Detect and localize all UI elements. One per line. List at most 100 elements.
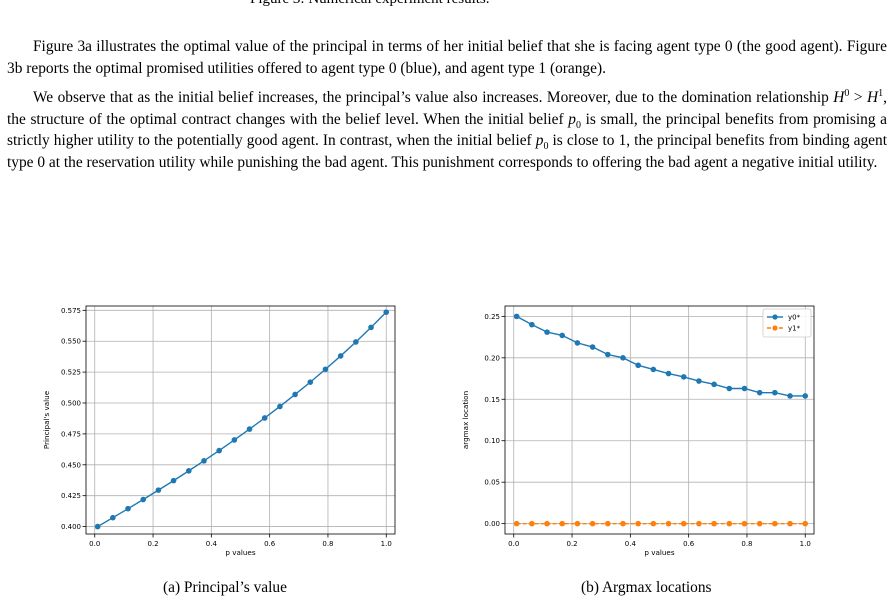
data-point [140,496,147,503]
data-point [665,520,672,527]
data-point [201,458,207,464]
axes-frame [504,305,815,535]
data-point [665,370,672,377]
data-point [246,426,253,432]
data-point [772,520,778,527]
series-line-y0* [516,315,806,397]
axes-frame [85,305,396,535]
x-tick-label: 1.0 [800,540,811,548]
y-tick-label: 0.20 [484,354,500,362]
y-tick-label: 0.00 [484,520,500,528]
data-point [261,415,268,421]
paragraph-2-text-d: is close to 1, the principal benefits fr… [7,132,887,171]
data-point [604,520,611,527]
paragraph-2-text-c: is small, the principal benefits from pr… [7,110,887,150]
data-point [337,353,344,359]
data-point [559,520,566,527]
data-point [529,321,535,328]
data-point [726,520,733,527]
data-point [277,403,283,410]
caption-b: (b) Argmax locations [581,579,712,596]
x-tick-label: 0.0 [508,540,519,548]
paragraph-1-text: Figure 3a illustrates the optimal value … [7,38,887,77]
data-point [650,366,657,373]
math-p: p [535,132,544,150]
clipped-figure-caption: Figure 3: Numerical experiment results. [0,0,892,10]
x-axis-label: p values [644,548,674,557]
data-point [635,362,641,369]
x-tick-label: 0.8 [741,540,752,548]
data-point [589,520,596,527]
data-point [726,385,733,392]
data-point [559,332,566,339]
body-text: Figure 3a illustrates the optimal value … [7,36,887,174]
data-point [544,329,550,335]
x-tick-label: 0.6 [683,540,695,548]
data-point [635,520,641,527]
caption-a: (a) Principal’s value [163,579,287,596]
paragraph-2: We observe that as the initial belief in… [7,87,887,173]
legend-label: y1* [788,325,801,333]
data-point [574,520,581,527]
data-point [787,520,793,527]
data-point [772,389,778,396]
math-sub-0: 0 [543,141,549,153]
data-point [125,505,131,512]
y-tick-label: 0.500 [61,400,81,408]
legend-label: y0* [788,314,801,322]
data-point [802,520,809,527]
legend-box [762,308,812,338]
data-point [170,477,177,484]
data-point [322,366,329,373]
math-gt: > [849,89,867,107]
x-tick-label: 0.2 [147,540,158,548]
y-tick-label: 0.05 [484,479,500,487]
x-tick-label: 0.0 [89,540,100,548]
math-sup-1: 1 [878,88,884,100]
y-tick-label: 0.550 [61,338,81,346]
data-point [680,374,687,380]
y-tick-label: 0.475 [61,430,81,438]
y-tick-label: 0.15 [484,396,500,404]
data-point [513,520,520,527]
x-axis-label: p values [225,548,255,557]
data-point [650,520,657,527]
data-point [353,339,359,345]
y-axis-label: Principal's value [42,390,51,449]
data-point [620,520,626,527]
data-point [513,313,520,320]
data-point [741,520,748,527]
data-point [802,393,809,399]
x-tick-label: 0.8 [322,540,333,548]
x-tick-label: 0.6 [264,540,276,548]
y-tick-label: 0.525 [61,369,81,377]
y-axis-label: argmax location [461,391,470,449]
math-H: H [867,89,879,107]
x-tick-label: 0.4 [206,540,218,548]
paragraph-1: Figure 3a illustrates the optimal value … [7,36,887,79]
paragraph-2-text-a: We observe that as the initial belief in… [33,89,834,107]
data-point [529,520,535,527]
data-point [696,520,702,527]
data-point [620,355,626,361]
data-point [787,393,793,399]
data-point [604,351,611,358]
x-tick-label: 0.2 [566,540,577,548]
y-tick-label: 0.425 [61,492,81,500]
data-point [368,324,374,331]
y-tick-label: 0.575 [61,307,81,315]
data-point [155,487,162,493]
data-point [544,520,550,527]
math-sup-0: 0 [844,88,850,100]
data-point [696,378,702,384]
data-point [185,468,192,474]
data-point [216,447,222,454]
legend-marker [772,325,778,331]
data-point [574,340,581,346]
data-point [383,309,390,315]
data-point [292,391,298,398]
data-point [756,520,763,527]
x-tick-label: 1.0 [381,540,392,548]
data-point [307,379,314,385]
